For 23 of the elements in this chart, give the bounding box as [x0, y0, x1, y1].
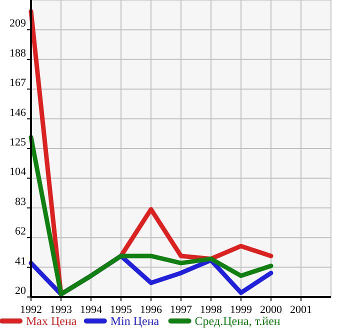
legend-label: Max Цена [26, 314, 78, 328]
y-tick-label: 62 [15, 226, 26, 238]
legend-label: Min Цена [110, 314, 160, 328]
x-tick-label: 1997 [170, 304, 192, 316]
x-tick-label: 1993 [50, 304, 72, 316]
y-tick-label: 188 [10, 47, 26, 60]
y-tick-label: 20 [15, 285, 26, 297]
y-tick-label: 83 [15, 196, 26, 208]
x-tick-label: 1998 [200, 304, 222, 316]
y-tick-label: 125 [10, 136, 26, 148]
x-tick-label: 2001 [290, 304, 312, 316]
y-tick-label: 146 [10, 106, 26, 119]
x-tick-label: 1994 [80, 304, 102, 316]
x-tick-label: 1992 [20, 304, 42, 316]
x-tick-label: 2000 [260, 304, 282, 316]
legend-label: Сред.Цена, т.йен [194, 314, 281, 328]
y-tick-label: 209 [10, 18, 26, 30]
x-tick-label: 1996 [140, 304, 162, 316]
y-tick-label: 167 [10, 77, 26, 90]
y-tick-label: 104 [10, 166, 26, 178]
y-tick-label: 41 [15, 255, 26, 268]
x-tick-label: 1995 [110, 304, 132, 316]
x-tick-label: 1999 [230, 304, 252, 316]
